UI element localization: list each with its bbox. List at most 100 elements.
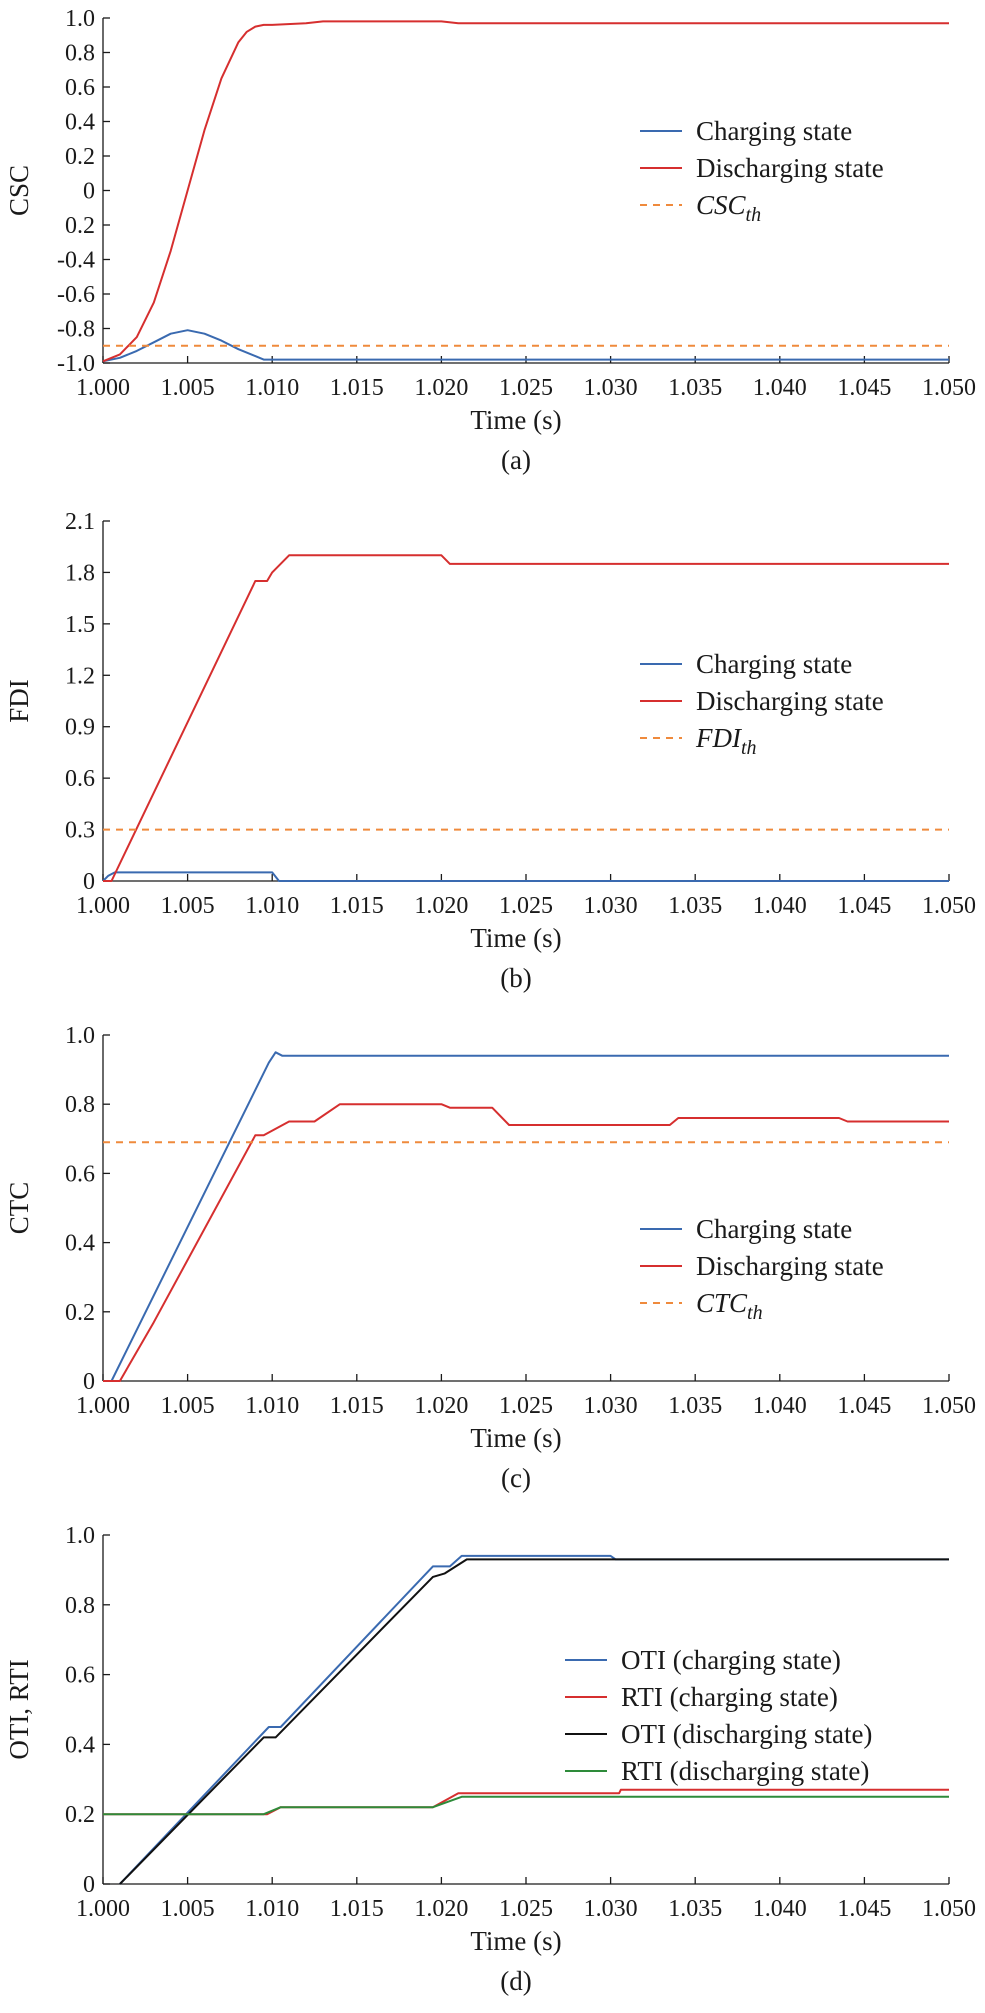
chart-b-series-line-0 <box>102 871 949 882</box>
chart-d-x-tick-label: 1.015 <box>330 1896 384 1922</box>
chart-a-x-tick-label: 1.035 <box>668 375 722 401</box>
chart-b-x-tick-label: 1.005 <box>161 893 215 919</box>
chart-b-y-tick-label: 0.9 <box>65 715 95 741</box>
chart-a-y-tick-label: 0.6 <box>65 75 95 101</box>
chart-b-x-tick-label: 1.050 <box>922 893 976 919</box>
chart-c-y-tick-label: 0.2 <box>65 1300 95 1326</box>
chart-a-x-tick-label: 1.005 <box>161 375 215 401</box>
chart-a-x-tick-label: 1.020 <box>414 375 468 401</box>
chart-d-x-tick-label: 1.035 <box>668 1896 722 1922</box>
chart-c-panel-caption: (c) <box>501 1463 531 1493</box>
chart-a-legend-label: Charging state <box>696 116 852 146</box>
chart-b-series-line-1 <box>103 554 949 882</box>
chart-a-x-tick-label: 1.045 <box>837 375 891 401</box>
chart-c-legend-label: CTCth <box>696 1288 763 1324</box>
chart-c-x-axis-title: Time (s) <box>470 1423 561 1453</box>
chart-c-x-tick-label: 1.000 <box>76 1393 130 1419</box>
chart-a-x-tick-label: 1.015 <box>330 375 384 401</box>
chart-d-y-tick-label: 1.0 <box>65 1523 95 1549</box>
chart-d-x-tick-label: 1.040 <box>753 1896 807 1922</box>
chart-c-x-tick-label: 1.020 <box>414 1393 468 1419</box>
chart-a-series-line-0 <box>102 329 949 363</box>
chart-b-x-axis-title: Time (s) <box>470 923 561 953</box>
chart-b-y-axis-title: FDI <box>4 679 34 723</box>
chart-d-series-line-1 <box>103 1788 949 1816</box>
chart-d-x-tick-label: 1.045 <box>837 1896 891 1922</box>
chart-d-legend-label: RTI (charging state) <box>621 1682 838 1712</box>
chart-b-x-tick-label: 1.030 <box>584 893 638 919</box>
chart-b-y-tick-label: 1.2 <box>65 663 95 689</box>
chart-b-y-tick-label: 2.1 <box>65 509 95 535</box>
chart-d-y-tick-label: 0.4 <box>65 1732 95 1758</box>
chart-d-x-tick-label: 1.000 <box>76 1896 130 1922</box>
chart-a-y-tick-label: -0.8 <box>57 317 95 343</box>
chart-d-series-line-2 <box>119 1558 949 1885</box>
chart-d-y-axis-title: OTI, RTI <box>4 1659 34 1759</box>
chart-c-x-tick-label: 1.040 <box>753 1393 807 1419</box>
chart-c-x-tick-label: 1.050 <box>922 1393 976 1419</box>
chart-c-x-tick-label: 1.030 <box>584 1393 638 1419</box>
chart-d-legend-label: OTI (charging state) <box>621 1645 841 1675</box>
chart-b-x-tick-label: 1.020 <box>414 893 468 919</box>
chart-a-x-tick-label: 1.000 <box>76 375 130 401</box>
chart-b-y-tick-label: 0.3 <box>65 818 95 844</box>
chart-d-x-tick-label: 1.025 <box>499 1896 553 1922</box>
chart-d-legend-label: RTI (discharging state) <box>621 1756 869 1786</box>
chart-d-x-axis-title: Time (s) <box>470 1926 561 1956</box>
chart-a-x-tick-label: 1.050 <box>922 375 976 401</box>
chart-a-x-tick-label: 1.030 <box>584 375 638 401</box>
chart-b-x-tick-label: 1.040 <box>753 893 807 919</box>
chart-c-y-tick-label: 0.8 <box>65 1092 95 1118</box>
chart-b-legend-label: FDIth <box>695 723 757 759</box>
chart-b-y-tick-label: 0.6 <box>65 766 95 792</box>
chart-a-y-tick-label: -0.4 <box>57 248 95 274</box>
chart-d-x-tick-label: 1.030 <box>584 1896 638 1922</box>
chart-a-y-tick-label: -0.6 <box>57 282 95 308</box>
chart-c-x-tick-label: 1.045 <box>837 1393 891 1419</box>
chart-c-x-tick-label: 1.035 <box>668 1393 722 1419</box>
chart-a-y-tick-label: -1.0 <box>57 351 95 377</box>
chart-a-panel-caption: (a) <box>501 445 531 475</box>
chart-d-x-tick-label: 1.020 <box>414 1896 468 1922</box>
chart-a-y-tick-label: 0.8 <box>65 41 95 67</box>
chart-c-x-tick-label: 1.025 <box>499 1393 553 1419</box>
chart-c-x-tick-label: 1.010 <box>245 1393 299 1419</box>
chart-d-panel-caption: (d) <box>500 1966 531 1996</box>
chart-c-y-tick-label: 1.0 <box>65 1023 95 1049</box>
chart-c-y-tick-label: 0.6 <box>65 1161 95 1187</box>
chart-c-y-tick-label: 0 <box>83 1369 95 1395</box>
chart-c-x-tick-label: 1.015 <box>330 1393 384 1419</box>
chart-a-y-tick-label: 1.0 <box>65 6 95 32</box>
chart-a-legend-label: Discharging state <box>696 153 884 183</box>
chart-b-y-tick-label: 1.5 <box>65 612 95 638</box>
chart-b-x-tick-label: 1.015 <box>330 893 384 919</box>
chart-d-y-tick-label: 0.6 <box>65 1663 95 1689</box>
chart-b-legend-label: Charging state <box>696 649 852 679</box>
chart-d-x-tick-label: 1.050 <box>922 1896 976 1922</box>
chart-c-y-tick-label: 0.4 <box>65 1231 95 1257</box>
chart-d-series-line-3 <box>103 1795 949 1816</box>
chart-a-y-tick-label: 0 <box>83 179 95 205</box>
chart-b-y-tick-label: 0 <box>83 869 95 895</box>
chart-d-y-tick-label: 0.8 <box>65 1593 95 1619</box>
chart-b-x-tick-label: 1.000 <box>76 893 130 919</box>
chart-d-y-tick-label: 0 <box>83 1872 95 1898</box>
chart-b-x-tick-label: 1.035 <box>668 893 722 919</box>
chart-c-legend-label: Discharging state <box>696 1251 884 1281</box>
chart-a-x-tick-label: 1.025 <box>499 375 553 401</box>
chart-a-y-axis-title: CSC <box>4 165 34 216</box>
chart-c-series-line-1 <box>103 1103 949 1382</box>
chart-a-x-axis-title: Time (s) <box>470 405 561 435</box>
chart-a-series-line-1 <box>102 20 949 363</box>
chart-b-x-tick-label: 1.045 <box>837 893 891 919</box>
chart-d-x-tick-label: 1.005 <box>161 1896 215 1922</box>
chart-b-x-tick-label: 1.025 <box>499 893 553 919</box>
chart-d-legend-label: OTI (discharging state) <box>621 1719 872 1749</box>
chart-b-legend-label: Discharging state <box>696 686 884 716</box>
chart-c-legend-label: Charging state <box>696 1214 852 1244</box>
chart-a-y-tick-label: 0.2 <box>65 213 95 239</box>
chart-b-panel-caption: (b) <box>500 963 531 993</box>
chart-a-x-tick-label: 1.010 <box>245 375 299 401</box>
chart-a-y-tick-label: 0.4 <box>65 110 95 136</box>
